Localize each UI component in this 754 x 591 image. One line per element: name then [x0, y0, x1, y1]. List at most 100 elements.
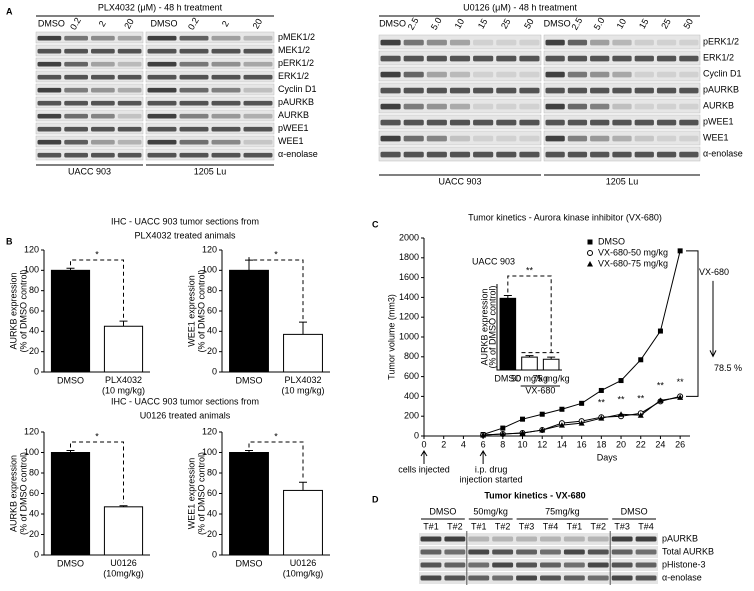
band — [634, 151, 654, 158]
y-tick-label: 1000 — [399, 331, 419, 341]
y-tick-label: 60 — [207, 305, 217, 315]
error-bar — [119, 320, 128, 327]
lane-label: 10 — [453, 17, 467, 31]
band — [403, 135, 424, 142]
band — [420, 575, 442, 581]
band — [492, 575, 514, 581]
row-label: pHistone-3 — [662, 559, 706, 569]
error-bar — [119, 505, 128, 507]
blot-strip — [145, 122, 275, 135]
panel-letter: A — [6, 6, 13, 16]
bracket-label: VX-680 — [699, 267, 729, 277]
lane-label: DMSO — [38, 18, 65, 28]
bar — [229, 452, 269, 556]
band — [147, 113, 177, 119]
blot-strip — [419, 533, 658, 545]
y-axis-label: WEE1 expression — [186, 275, 196, 347]
band — [449, 135, 471, 142]
bar — [499, 297, 517, 371]
marker — [539, 427, 546, 433]
y-tick-label: 80 — [207, 285, 217, 295]
lane-label: 0.2 — [68, 16, 83, 32]
band — [37, 139, 62, 145]
blot-title: PLX4032 (μM) - 48 h treatment — [98, 2, 223, 12]
lane-label: T#4 — [543, 521, 559, 531]
band — [147, 61, 177, 67]
band — [679, 135, 699, 142]
bar — [50, 269, 91, 373]
band — [516, 562, 537, 568]
section-header: PLX4032 treated animals — [134, 230, 236, 240]
x-tick-label: 26 — [675, 439, 685, 449]
y-tick-label: 120 — [24, 426, 39, 436]
x-tick-label: DMSO — [494, 373, 521, 383]
band — [117, 87, 142, 93]
row-label: pWEE1 — [703, 116, 734, 126]
band — [587, 575, 609, 581]
band — [496, 39, 517, 46]
band — [519, 151, 540, 158]
reduction-label: 78.5 % — [714, 363, 742, 373]
legend-label: DMSO — [598, 236, 625, 246]
lane-label: 2.5 — [406, 16, 421, 32]
band — [64, 126, 88, 132]
y-tick-label: 40 — [29, 508, 39, 518]
band — [634, 119, 654, 126]
blot-strip — [145, 135, 275, 148]
band — [468, 575, 490, 581]
marker — [657, 397, 664, 403]
error-bar — [299, 481, 307, 491]
y-axis-label: WEE1 expression — [186, 458, 196, 530]
event-label: i.p. drug — [475, 464, 508, 474]
band — [91, 61, 115, 67]
band — [444, 549, 466, 555]
row-label: Cyclin D1 — [278, 84, 317, 94]
cell-line-label: UACC 903 — [68, 166, 111, 176]
band — [611, 562, 633, 568]
band — [37, 100, 62, 106]
row-label: MEK1/2 — [278, 45, 310, 55]
band — [679, 103, 699, 110]
reduction-arrow — [709, 280, 717, 358]
band — [179, 35, 209, 41]
band — [444, 536, 466, 542]
y-tick-label: 20 — [207, 529, 217, 539]
band — [380, 151, 401, 158]
band — [540, 575, 561, 581]
x-tick-label: DMSO — [236, 375, 263, 385]
y-tick-label: 800 — [404, 351, 419, 361]
cell-line-label: 1205 Lu — [606, 176, 639, 186]
band — [64, 87, 88, 93]
lane-label: 10 — [615, 17, 629, 31]
x-tick-label: 16 — [577, 439, 587, 449]
band — [449, 55, 471, 62]
x-tick-label: 4 — [461, 439, 466, 449]
band — [403, 103, 424, 110]
error-bar — [299, 321, 307, 335]
blot-strip — [419, 546, 658, 558]
legend-label: VX-680-75 mg/kg — [598, 258, 668, 268]
y-tick-label: 80 — [29, 285, 39, 295]
band — [147, 100, 177, 106]
marker — [558, 422, 565, 428]
blot-strip — [35, 57, 144, 70]
band — [634, 71, 654, 78]
band — [211, 35, 241, 41]
band — [545, 119, 565, 126]
band — [91, 87, 115, 93]
band — [211, 74, 241, 80]
panel-letter: D — [372, 494, 379, 504]
y-axis-label: AURKB expression — [479, 288, 489, 365]
x-tick-label: 20 — [616, 439, 626, 449]
y-tick-label: 1800 — [399, 252, 419, 262]
band — [634, 87, 654, 94]
band — [380, 39, 401, 46]
significance-bracket — [507, 275, 552, 353]
band — [117, 139, 142, 145]
panel-letter: B — [6, 236, 13, 246]
band — [634, 55, 654, 62]
band — [426, 151, 447, 158]
x-axis-label: Days — [597, 452, 618, 462]
x-tick-label: 10 — [518, 439, 528, 449]
row-label: AURKB — [278, 110, 309, 120]
